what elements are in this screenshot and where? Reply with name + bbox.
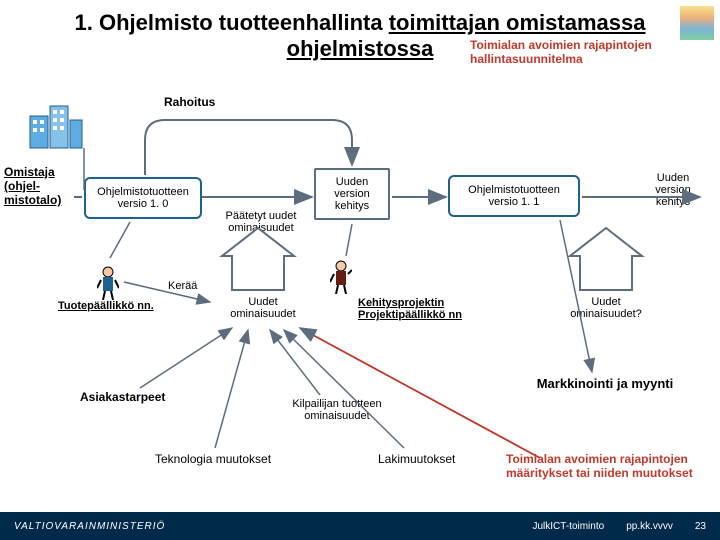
tuotepaallikko-label: Tuotepäällikkö nn.	[58, 300, 158, 312]
decided-features-label: Päätetyt uudet ominaisuudet	[220, 210, 302, 234]
lakimuutokset-label: Lakimuutokset	[378, 452, 455, 466]
product-v10-text: Ohjelmistotuotteen versio 1. 0	[90, 186, 196, 210]
uudet-ominaisuudet-q-label: Uudet ominaisuudet?	[556, 296, 656, 320]
corner-decoration	[680, 6, 714, 40]
rahoitus-label: Rahoitus	[164, 95, 215, 109]
kilpailija-label: Kilpailijan tuotteen ominaisuudet	[272, 398, 402, 422]
toimiala-maaritykset-label: Toimialan avoimien rajapintojen määrityk…	[506, 452, 714, 480]
footer-page: 23	[695, 521, 706, 532]
keraa-label: Kerää	[168, 280, 197, 292]
person-icon-right	[330, 260, 352, 294]
product-v11-text: Ohjelmistotuotteen versio 1. 1	[454, 184, 574, 208]
asiakastarpeet-label: Asiakastarpeet	[80, 390, 165, 404]
footer-date: pp.kk.vvvv	[626, 521, 673, 532]
footer-bar: VALTIOVARAINMINISTERIÖ JulkICT-toiminto …	[0, 512, 720, 540]
title-plain: 1. Ohjelmisto tuotteenhallinta	[75, 10, 389, 35]
slide-root: 1. Ohjelmisto tuotteenhallinta toimittaj…	[0, 0, 720, 540]
markkinointi-label: Markkinointi ja myynti	[530, 376, 680, 391]
footer-ministry: VALTIOVARAINMINISTERIÖ	[14, 521, 165, 532]
owner-label: Omistaja (ohjel-mistotalo)	[4, 165, 78, 207]
uudet-ominaisuudet-label: Uudet ominaisuudet	[218, 296, 308, 320]
new-version-dev-left-box: Uuden version kehitys	[314, 168, 390, 220]
new-version-dev-right-label: Uuden version kehitys	[643, 172, 703, 208]
product-v11-box: Ohjelmistotuotteen versio 1. 1	[448, 175, 580, 217]
product-v10-box: Ohjelmistotuotteen versio 1. 0	[84, 177, 202, 219]
footer-unit: JulkICT-toiminto	[533, 521, 605, 532]
new-version-dev-left-text: Uuden version kehitys	[320, 176, 384, 212]
building-icon	[28, 100, 84, 150]
kehitysprojekti-label: Kehitysprojektin Projektipäällikkö nn	[358, 297, 478, 321]
kehitysprojekti-text: Kehitysprojektin Projektipäällikkö nn	[358, 297, 478, 321]
person-icon-left	[97, 266, 119, 300]
teknologia-label: Teknologia muutokset	[155, 452, 271, 466]
slide-subtitle: Toimialan avoimien rajapintojen hallinta…	[470, 38, 700, 67]
